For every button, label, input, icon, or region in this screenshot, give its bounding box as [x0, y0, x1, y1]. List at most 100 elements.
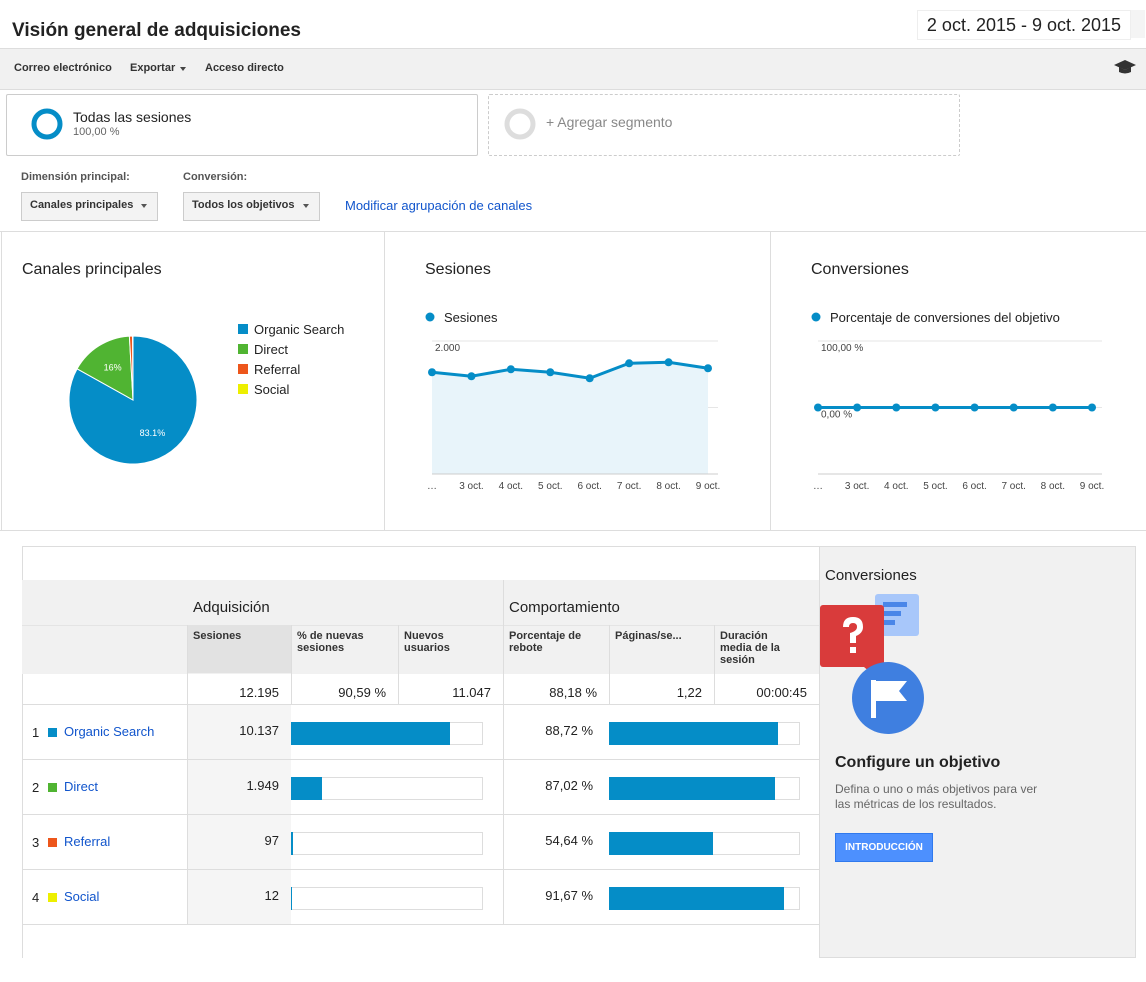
point — [585, 374, 594, 383]
x-tick-label: 5 oct. — [923, 481, 947, 492]
point — [704, 364, 712, 373]
segment-share: 100,00 % — [73, 126, 120, 138]
group-header: Adquisición — [193, 599, 270, 616]
row-line — [22, 704, 819, 705]
legend-label: Referral — [254, 362, 300, 377]
total-cell: 90,59 % — [338, 685, 386, 700]
bounce-cell: 54,64 % — [545, 833, 593, 848]
column-header[interactable]: Sesiones — [193, 630, 242, 642]
x-tick-label: 3 oct. — [845, 481, 869, 492]
sessions-bar — [291, 832, 293, 855]
side-panel-title: Conversiones — [825, 567, 917, 584]
legend-swatch — [238, 344, 248, 354]
sessions-bar — [291, 777, 322, 800]
bounce-bar — [609, 722, 779, 745]
date-dropdown[interactable] — [1131, 10, 1145, 38]
bounce-bar — [609, 832, 714, 855]
point — [814, 403, 822, 412]
point — [1009, 403, 1018, 412]
goal-button[interactable]: INTRODUCCIÓN — [835, 833, 933, 862]
channel-link[interactable]: Organic Search — [64, 724, 155, 739]
divider — [1, 231, 2, 530]
point — [546, 368, 555, 377]
dropdown[interactable] — [21, 192, 158, 221]
pie-slice — [76, 335, 134, 401]
table — [22, 546, 820, 958]
toolbar — [0, 48, 1146, 90]
date-range[interactable]: 2 oct. 2015 - 9 oct. 2015 — [917, 10, 1131, 40]
toolbar-item[interactable]: Exportar — [130, 62, 176, 74]
area — [432, 362, 708, 474]
channel-swatch — [48, 783, 57, 792]
total-cell: 00:00:45 — [756, 685, 807, 700]
point — [625, 359, 634, 368]
sorted-column-header[interactable] — [187, 625, 291, 673]
divider — [187, 870, 188, 925]
dropdown-value[interactable]: Todos los objetivos — [192, 199, 295, 211]
y-tick-label: 100,00 % — [821, 343, 863, 354]
rank: 2 — [32, 780, 40, 795]
sessions-cell: 97 — [264, 833, 279, 848]
column-header[interactable]: Duración media de la sesión — [720, 630, 780, 666]
add-segment-box[interactable] — [488, 94, 960, 156]
x-tick-label: 7 oct. — [617, 481, 641, 492]
point — [853, 403, 862, 412]
control-label: Dimensión principal: — [21, 171, 130, 183]
segment-ring — [31, 108, 63, 140]
bounce-bar — [609, 887, 785, 910]
dropdown-value[interactable]: Canales principales — [30, 199, 134, 211]
add-segment[interactable]: + Agregar segmento — [546, 114, 673, 130]
table-header-row — [22, 625, 819, 674]
toolbar-item[interactable]: Acceso directo — [205, 62, 284, 74]
table-group-row — [22, 580, 819, 625]
divider — [187, 705, 188, 760]
x-tick-label: 6 oct. — [962, 481, 986, 492]
pie-slice — [68, 335, 198, 465]
row-line — [22, 924, 819, 925]
segment-name: Todas las sesiones — [73, 109, 192, 125]
bounce-bar — [609, 777, 776, 800]
legend-label: Direct — [254, 342, 288, 357]
rank: 1 — [32, 725, 40, 740]
x-tick-label: … — [813, 481, 823, 492]
bounce-cell: 87,02 % — [545, 778, 593, 793]
column-divider — [291, 625, 292, 705]
x-tick-label: 9 oct. — [1080, 481, 1104, 492]
row-line — [22, 759, 819, 760]
divider — [187, 815, 188, 870]
x-tick-label: 5 oct. — [538, 481, 562, 492]
channel-swatch — [48, 893, 57, 902]
segment-box[interactable] — [6, 94, 478, 156]
column-header[interactable]: Páginas/se... — [615, 630, 682, 642]
y-tick-label: 0,00 % — [821, 410, 852, 421]
point — [428, 368, 436, 377]
channel-link[interactable]: Direct — [64, 779, 98, 794]
divider — [384, 231, 385, 530]
total-cell: 11.047 — [452, 685, 491, 700]
regroup-link[interactable]: Modificar agrupación de canales — [345, 198, 533, 213]
sessions-cell: 1.949 — [246, 778, 279, 793]
point — [931, 403, 940, 412]
group-header: Comportamiento — [509, 599, 620, 616]
academy-icon[interactable] — [1114, 59, 1136, 75]
x-tick-label: 8 oct. — [656, 481, 680, 492]
column-header[interactable]: Nuevos usuarios — [404, 630, 450, 654]
channel-link[interactable]: Social — [64, 889, 100, 904]
rank: 4 — [32, 890, 40, 905]
channel-link[interactable]: Referral — [64, 834, 111, 849]
sessions-cell: 10.137 — [239, 723, 279, 738]
column-divider — [398, 625, 399, 705]
total-cell: 88,18 % — [549, 685, 597, 700]
bounce-cell: 88,72 % — [545, 723, 593, 738]
divider — [503, 870, 504, 925]
dropdown[interactable] — [183, 192, 320, 221]
toolbar-item[interactable]: Correo electrónico — [14, 62, 112, 74]
divider — [503, 815, 504, 870]
column-header[interactable]: Porcentaje de rebote — [509, 630, 582, 654]
column-divider — [503, 625, 504, 705]
column-header[interactable]: % de nuevas sesiones — [297, 630, 364, 654]
rank: 3 — [32, 835, 40, 850]
x-tick-label: 3 oct. — [459, 481, 483, 492]
x-tick-label: 9 oct. — [696, 481, 720, 492]
